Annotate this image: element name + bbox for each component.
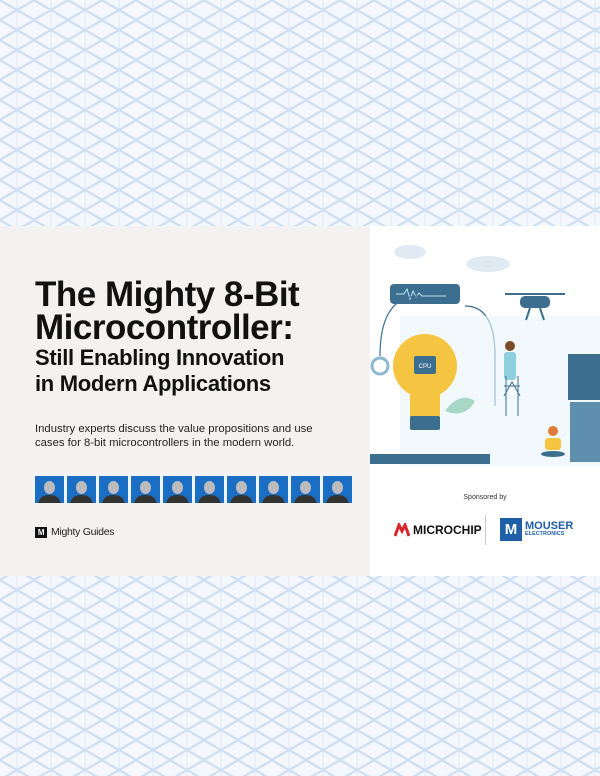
text-panel: The Mighty 8-Bit Microcontroller: Still … bbox=[0, 226, 370, 576]
expert-photo bbox=[323, 476, 352, 503]
expert-photo bbox=[291, 476, 320, 503]
title-line-1: The Mighty 8-Bit bbox=[35, 275, 300, 314]
expert-photo bbox=[99, 476, 128, 503]
expert-photo bbox=[131, 476, 160, 503]
sponsor-logos: MICROCHIP M MOUSER ELECTRONICS bbox=[370, 511, 600, 551]
gear-icon bbox=[370, 356, 390, 376]
mouser-logo: M MOUSER ELECTRONICS bbox=[500, 518, 573, 541]
logo-divider bbox=[485, 515, 486, 545]
subtitle: Still Enabling Innovation in Modern Appl… bbox=[35, 345, 284, 397]
sponsored-by-label: Sponsored by bbox=[463, 494, 507, 501]
cloud-icon bbox=[394, 245, 510, 272]
expert-photo bbox=[35, 476, 64, 503]
expert-photo bbox=[67, 476, 96, 503]
drone-icon bbox=[505, 293, 565, 321]
illustration: CPU bbox=[370, 245, 600, 466]
lightbulb-icon: CPU bbox=[393, 334, 457, 430]
cpu-label: CPU bbox=[419, 364, 432, 370]
leaf-icon bbox=[445, 397, 475, 414]
expert-photo bbox=[259, 476, 288, 503]
description: Industry experts discuss the value propo… bbox=[35, 423, 313, 449]
title: The Mighty 8-Bit Microcontroller: bbox=[35, 275, 300, 347]
mighty-guides-mark-icon: M bbox=[35, 526, 47, 538]
mouser-name: MOUSER bbox=[525, 520, 574, 532]
cover-band: The Mighty 8-Bit Microcontroller: Still … bbox=[0, 226, 600, 576]
illustration-panel: CPU Sponsored by MICROCHIP M MOUSER ELECT… bbox=[370, 226, 600, 576]
microchip-name: MICROCHIP bbox=[413, 523, 482, 537]
publisher-name: Mighty Guides bbox=[51, 526, 115, 538]
subtitle-line-1: Still Enabling Innovation bbox=[35, 345, 285, 370]
mighty-guides-logo: M Mighty Guides bbox=[35, 526, 115, 538]
expert-photos bbox=[35, 476, 352, 503]
mouser-subtitle: ELECTRONICS bbox=[525, 531, 565, 537]
expert-photo bbox=[195, 476, 224, 503]
mouser-mark-icon: M bbox=[500, 518, 522, 541]
expert-photo bbox=[227, 476, 256, 503]
title-line-2: Microcontroller: bbox=[35, 308, 294, 347]
microchip-mark-icon bbox=[394, 523, 410, 537]
server-rack bbox=[568, 354, 600, 400]
sitting-person bbox=[541, 426, 565, 457]
microchip-logo: MICROCHIP bbox=[394, 523, 482, 537]
subtitle-line-2: in Modern Applications bbox=[35, 371, 271, 396]
engineer-figure bbox=[503, 341, 521, 416]
expert-photo bbox=[163, 476, 192, 503]
